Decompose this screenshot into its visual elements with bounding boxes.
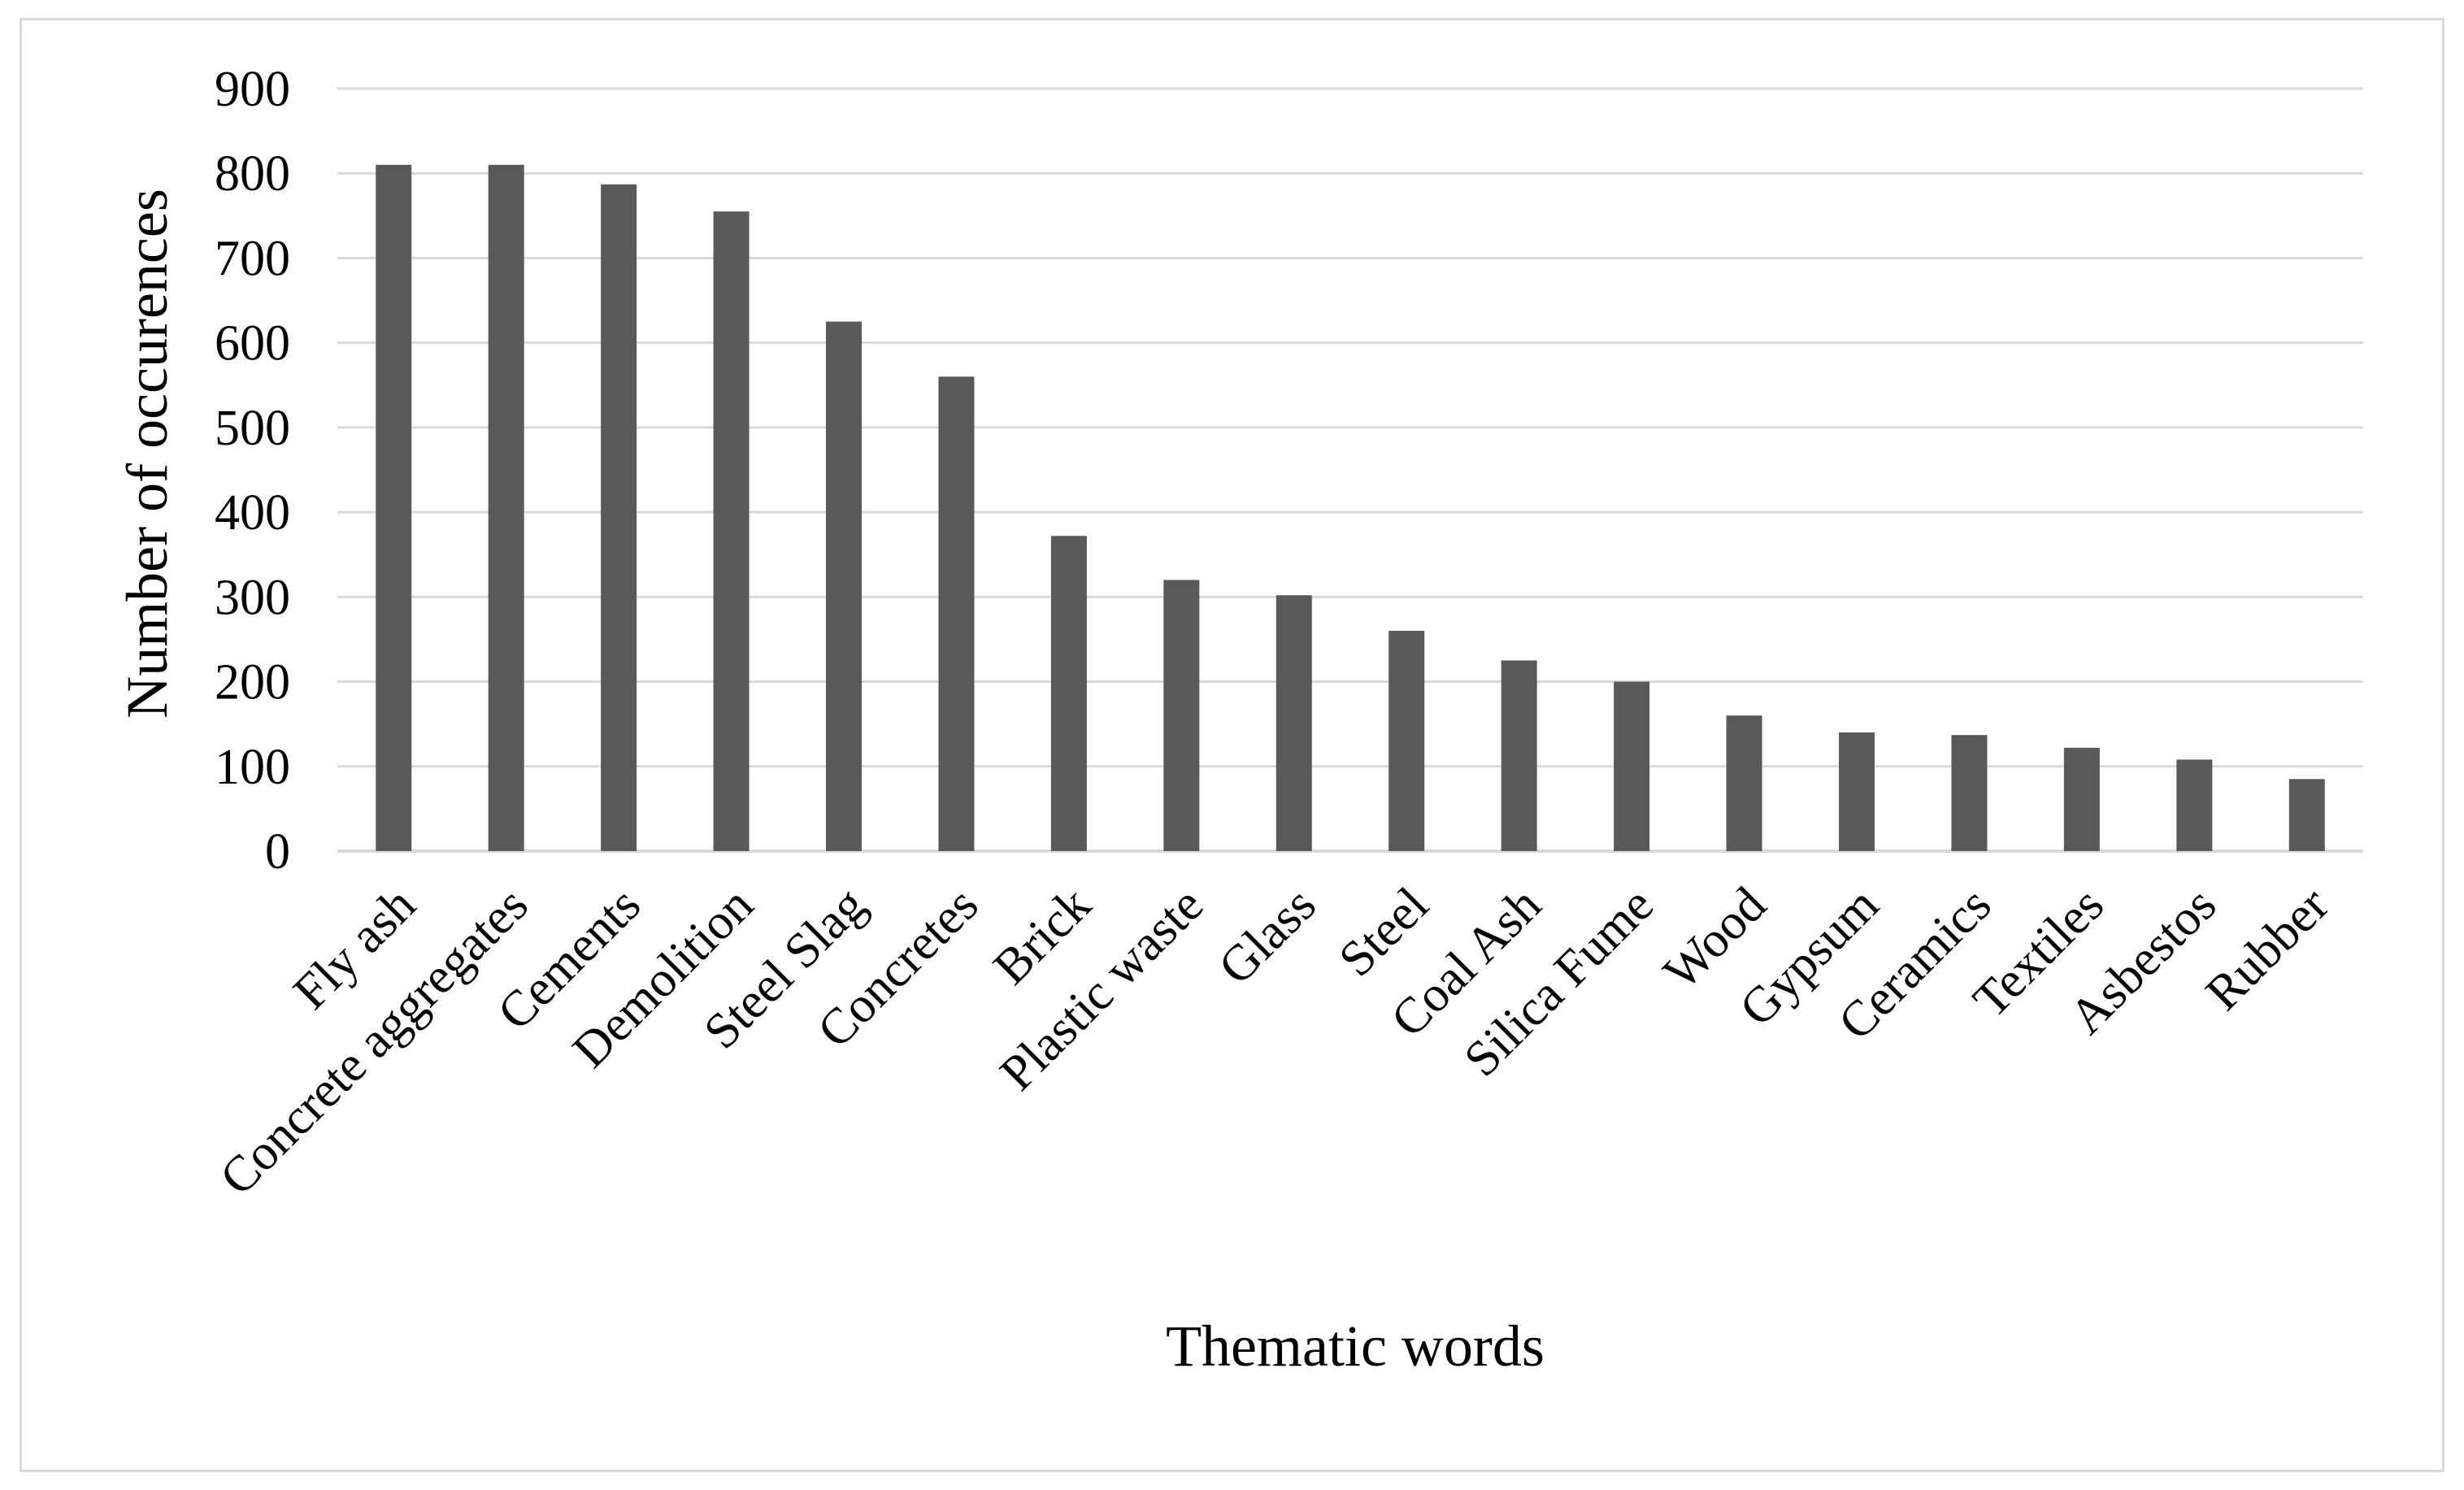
bar xyxy=(1614,681,1650,851)
y-tick-label: 500 xyxy=(215,401,290,456)
bar xyxy=(2063,747,2100,851)
bar xyxy=(1050,536,1087,851)
y-tick-label: 100 xyxy=(215,740,290,795)
x-axis-title: Thematic words xyxy=(1166,1314,1545,1379)
x-tick-label: Rubber xyxy=(2196,877,2340,1021)
bar xyxy=(1388,631,1425,851)
y-axis-tick-labels: 0 100 200 300 400 500 600 700 800 900 xyxy=(215,62,290,880)
bar xyxy=(1726,715,1762,851)
bar xyxy=(1275,595,1312,851)
bar xyxy=(2176,759,2213,851)
y-tick-label: 900 xyxy=(215,62,290,117)
y-tick-label: 0 xyxy=(265,824,290,880)
y-tick-label: 400 xyxy=(215,485,290,541)
x-tick-label: Glass xyxy=(1208,877,1327,996)
bar xyxy=(938,376,975,851)
bar-chart: 0 100 200 300 400 500 600 700 800 900 Fly ashConc… xyxy=(115,62,2363,1379)
bar xyxy=(826,321,862,852)
bars xyxy=(376,164,2325,852)
chart-frame: 0 100 200 300 400 500 600 700 800 900 Fly ash Conc… xyxy=(20,18,2444,1472)
bar xyxy=(1839,732,1875,851)
bar xyxy=(2288,779,2325,851)
y-tick-label: 700 xyxy=(215,231,290,286)
y-tick-label: 600 xyxy=(215,316,290,371)
bar xyxy=(376,164,412,852)
bar xyxy=(488,164,524,852)
y-tick-label: 200 xyxy=(215,655,290,710)
y-tick-label: 300 xyxy=(215,570,290,625)
bar xyxy=(713,211,750,852)
y-axis-title: Number of occurences xyxy=(115,189,180,719)
bar xyxy=(601,184,637,851)
y-tick-label: 800 xyxy=(215,146,290,202)
gridlines xyxy=(337,87,2363,853)
bar xyxy=(1163,580,1200,851)
bar xyxy=(1951,735,1988,851)
bar xyxy=(1501,660,1537,851)
